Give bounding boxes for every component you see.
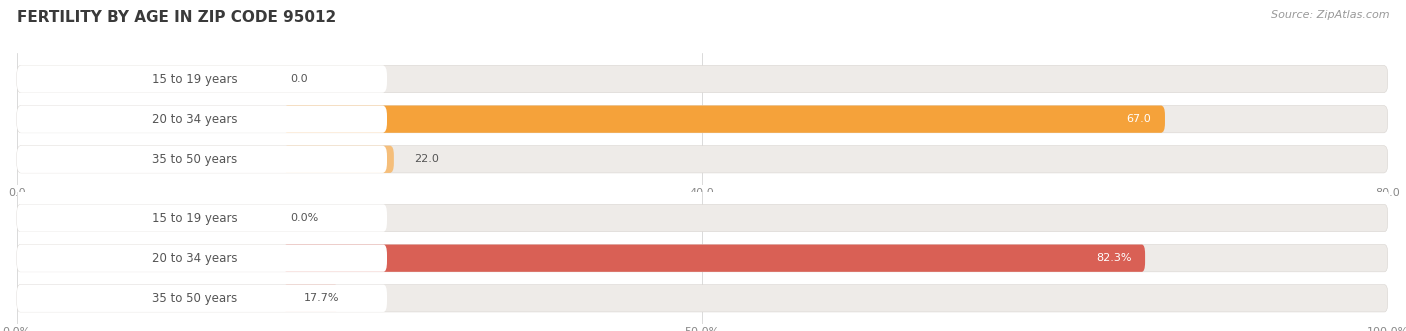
Text: 20 to 34 years: 20 to 34 years — [152, 252, 238, 265]
FancyBboxPatch shape — [17, 66, 387, 93]
FancyBboxPatch shape — [17, 245, 1388, 272]
FancyBboxPatch shape — [17, 205, 1388, 232]
FancyBboxPatch shape — [17, 245, 387, 272]
FancyBboxPatch shape — [17, 146, 1388, 173]
Text: 82.3%: 82.3% — [1095, 253, 1132, 263]
Text: 15 to 19 years: 15 to 19 years — [152, 72, 238, 85]
FancyBboxPatch shape — [17, 146, 387, 173]
FancyBboxPatch shape — [284, 245, 1144, 272]
FancyBboxPatch shape — [17, 285, 387, 312]
Text: 17.7%: 17.7% — [304, 293, 339, 303]
Text: 35 to 50 years: 35 to 50 years — [152, 292, 238, 305]
Text: 22.0: 22.0 — [415, 154, 439, 164]
FancyBboxPatch shape — [17, 106, 1388, 133]
FancyBboxPatch shape — [17, 285, 1388, 312]
FancyBboxPatch shape — [17, 205, 387, 232]
Text: 35 to 50 years: 35 to 50 years — [152, 153, 238, 166]
FancyBboxPatch shape — [17, 66, 1388, 93]
FancyBboxPatch shape — [284, 106, 1166, 133]
Text: 20 to 34 years: 20 to 34 years — [152, 113, 238, 126]
Text: 0.0%: 0.0% — [290, 213, 319, 223]
FancyBboxPatch shape — [17, 106, 387, 133]
Text: 15 to 19 years: 15 to 19 years — [152, 212, 238, 224]
Text: 67.0: 67.0 — [1126, 114, 1152, 124]
FancyBboxPatch shape — [284, 146, 394, 173]
FancyBboxPatch shape — [284, 285, 339, 312]
Text: FERTILITY BY AGE IN ZIP CODE 95012: FERTILITY BY AGE IN ZIP CODE 95012 — [17, 10, 336, 25]
Text: Source: ZipAtlas.com: Source: ZipAtlas.com — [1271, 10, 1389, 20]
Text: 0.0: 0.0 — [290, 74, 308, 84]
